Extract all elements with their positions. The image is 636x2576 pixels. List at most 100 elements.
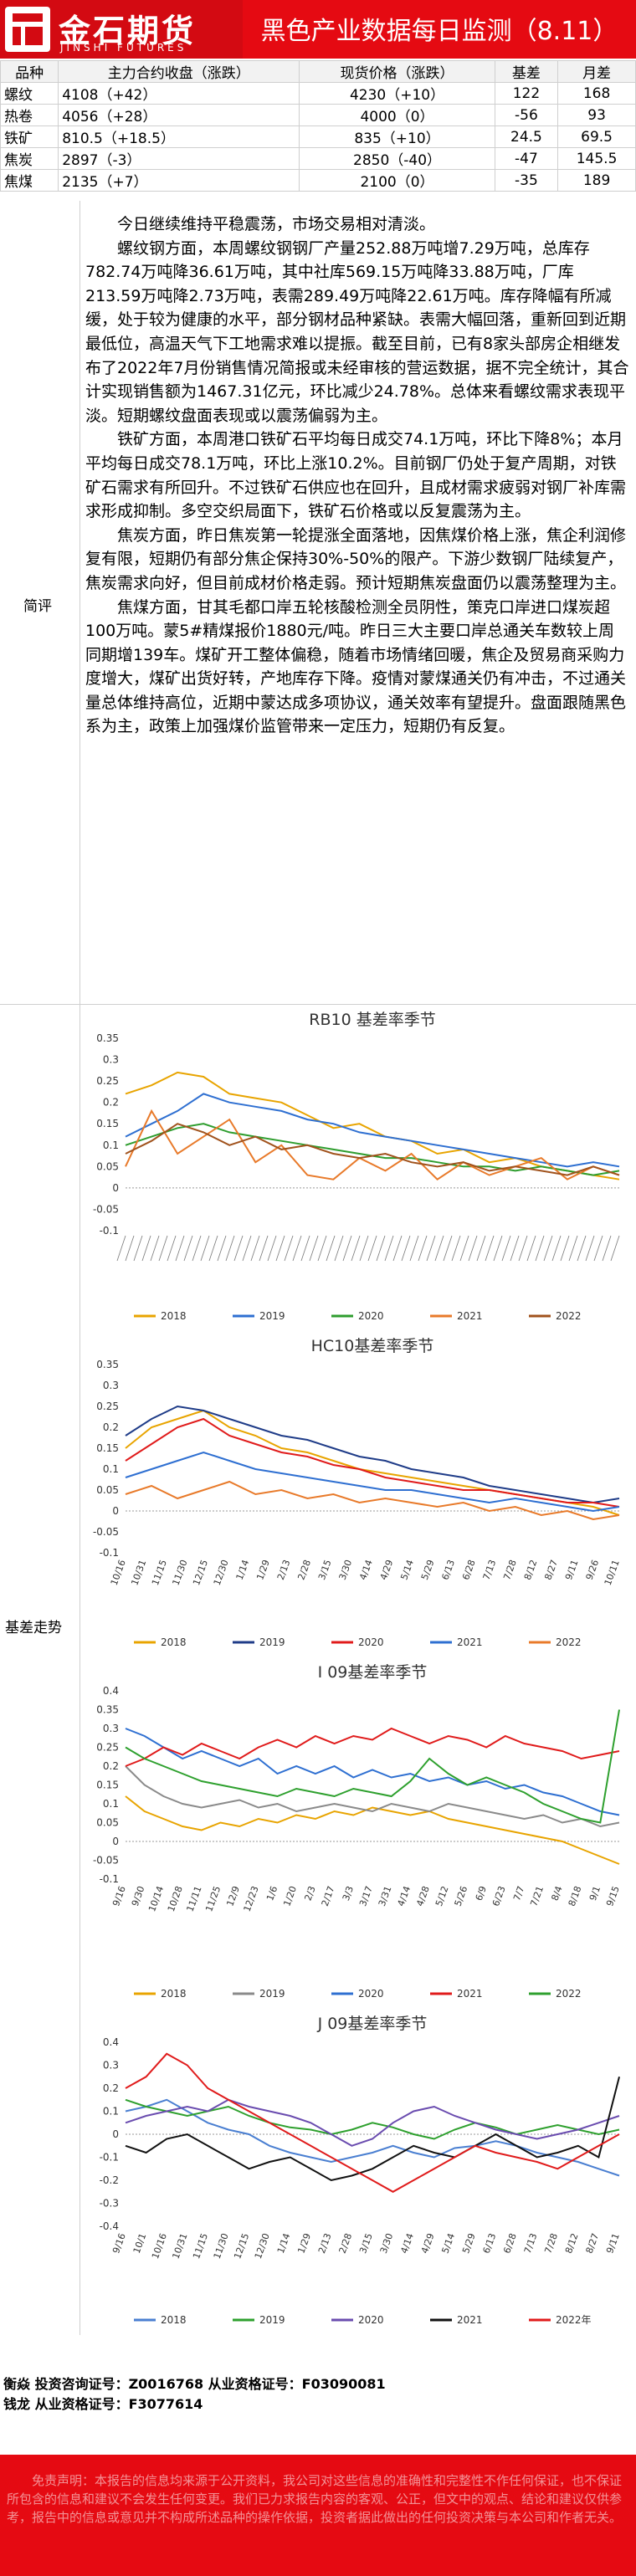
chart-title: HC10基差率季节 [311, 1337, 434, 1355]
x-tick-label: 2/28 [295, 1559, 313, 1582]
x-tick-mark [577, 1235, 587, 1262]
x-tick-label: 4/14 [357, 1559, 375, 1582]
x-tick-mark [451, 1235, 461, 1262]
x-tick-mark [351, 1235, 361, 1262]
table-row: 螺纹 4108（+42） 4230（+10） 122 168 [0, 82, 636, 105]
y-tick-label: 0.05 [96, 1484, 119, 1496]
x-tick-mark [526, 1235, 536, 1262]
x-tick-mark [292, 1235, 302, 1262]
summary-paragraph: 螺纹钢方面，本周螺纹钢钢厂产量252.88万吨增7.29万吨，总库存782.74… [85, 238, 629, 425]
disclaimer-banner: 免责声明：本报告的信息均来源于公开资料，我公司对这些信息的准确性和完整性不作任何… [0, 2455, 636, 2576]
y-tick-label: -0.1 [100, 1873, 119, 1885]
x-tick-label: 2/13 [316, 2232, 334, 2256]
x-tick-label: 7/13 [522, 2232, 540, 2256]
x-tick-mark [125, 1235, 135, 1262]
x-tick-label: 6/23 [490, 1885, 508, 1908]
x-tick-mark [158, 1235, 168, 1262]
legend-label: 2020 [358, 1636, 384, 1648]
series-line-2022 [125, 1480, 620, 1521]
x-tick-label: 3/15 [357, 2232, 375, 2256]
table-cell: 93 [557, 104, 636, 126]
summary-section: 简评 今日继续维持平稳震荡，市场交易相对清淡。 螺纹钢方面，本周螺纹钢钢厂产量2… [0, 201, 636, 1004]
x-tick-mark [593, 1235, 603, 1262]
x-tick-mark [409, 1235, 419, 1262]
x-tick-mark [384, 1235, 394, 1262]
x-tick-label: 7/28 [542, 2232, 560, 2256]
series-line-2018 [125, 1795, 620, 1865]
basis-label: 基差走势 [5, 1620, 62, 1636]
x-tick-mark [426, 1235, 436, 1262]
series-line-2022 [125, 1123, 620, 1176]
column-header: 品种 [0, 60, 59, 83]
y-tick-label: 0 [112, 1182, 119, 1194]
table-cell: 2135（+7） [58, 169, 300, 192]
x-tick-label: 1/14 [234, 1559, 252, 1582]
y-tick-label: -0.2 [100, 2174, 119, 2186]
x-tick-label: 9/16 [110, 1885, 128, 1908]
series-line-2022年 [125, 2052, 620, 2193]
legend-label: 2020 [358, 1988, 384, 2000]
x-tick-label: 4/29 [419, 2232, 437, 2256]
x-tick-label: 12/15 [232, 2232, 251, 2261]
table-cell: 168 [557, 82, 636, 105]
x-tick-label: 12/9 [224, 1885, 242, 1908]
table-cell: 24.5 [494, 125, 559, 148]
x-tick-label: 3/3 [341, 1885, 356, 1903]
series-line-2021 [125, 2077, 620, 2182]
table-cell: 145.5 [557, 147, 636, 170]
y-tick-label: 0.2 [103, 1421, 119, 1433]
y-tick-label: -0.05 [93, 1203, 119, 1215]
chart-hc10: HC10基差率季节 0.35 0.3 0.25 0.2 0.15 0.1 0.05 0 -0.05… [93, 1337, 622, 1648]
x-tick-label: 12/23 [242, 1885, 261, 1913]
x-tick-mark [116, 1235, 126, 1262]
x-tick-label: 4/14 [396, 1885, 413, 1908]
x-tick-label: 5/14 [439, 2232, 457, 2256]
summary-label-cell: 简评 [0, 201, 80, 1004]
x-tick-label: 10/11 [603, 1559, 622, 1587]
x-tick-mark [367, 1235, 377, 1262]
x-tick-label: 3/30 [378, 2232, 396, 2256]
table-cell: 4056（+28） [58, 104, 300, 126]
legend-label: 2019 [259, 1988, 285, 2000]
x-tick-label: 9/15 [604, 1885, 622, 1908]
logo-text-cn: 金石期货 [59, 13, 197, 49]
x-tick-label: 5/14 [398, 1559, 416, 1582]
summary-paragraph: 铁矿方面，本周港口铁矿石平均每日成交74.1万吨，环比下降8%；本月平均每日成交… [85, 430, 627, 521]
x-tick-mark [585, 1235, 595, 1262]
x-tick-mark [392, 1235, 403, 1262]
table-row: 热卷 4056（+28） 4000（0） -56 93 [0, 104, 636, 126]
y-tick-label: 0.2 [103, 1097, 119, 1109]
x-tick-label: 11/30 [171, 1559, 190, 1587]
legend-label: 2021 [457, 1310, 483, 1322]
x-tick-mark [167, 1235, 177, 1262]
x-tick-mark [233, 1235, 244, 1262]
x-tick-mark [510, 1235, 520, 1262]
x-tick-label: 11/15 [150, 1559, 169, 1587]
y-tick-label: 0.3 [103, 1723, 119, 1734]
legend-label: 2018 [161, 1988, 187, 2000]
series-line-2020 [125, 1417, 620, 1508]
x-tick-label: 1/29 [295, 2232, 313, 2256]
y-tick-label: 0.3 [103, 1380, 119, 1391]
x-tick-mark [250, 1235, 260, 1262]
y-tick-label: 0.35 [96, 1704, 119, 1716]
y-tick-label: 0.25 [96, 1742, 119, 1754]
y-tick-label: 0.2 [103, 1760, 119, 1772]
x-tick-label: 3/30 [337, 1559, 355, 1582]
x-tick-mark [359, 1235, 369, 1262]
x-tick-label: 6/9 [474, 1885, 489, 1903]
legend-label: 2018 [161, 1310, 187, 1322]
x-tick-label: 2/28 [337, 2232, 355, 2256]
chart-title: RB10 基差率季节 [309, 1011, 435, 1029]
x-tick-label: 8/27 [542, 1559, 560, 1582]
y-tick-label: 0.3 [103, 1054, 119, 1066]
legend-label: 2018 [161, 1636, 187, 1648]
x-tick-label: 10/28 [166, 1885, 185, 1913]
x-tick-mark [242, 1235, 252, 1262]
series-line-2019 [125, 1093, 620, 1168]
x-tick-mark [468, 1235, 478, 1262]
x-tick-mark [183, 1235, 193, 1262]
x-tick-label: 6/13 [439, 1559, 457, 1582]
x-tick-label: 4/28 [414, 1885, 432, 1908]
legend-label: 2022 [556, 1310, 582, 1322]
